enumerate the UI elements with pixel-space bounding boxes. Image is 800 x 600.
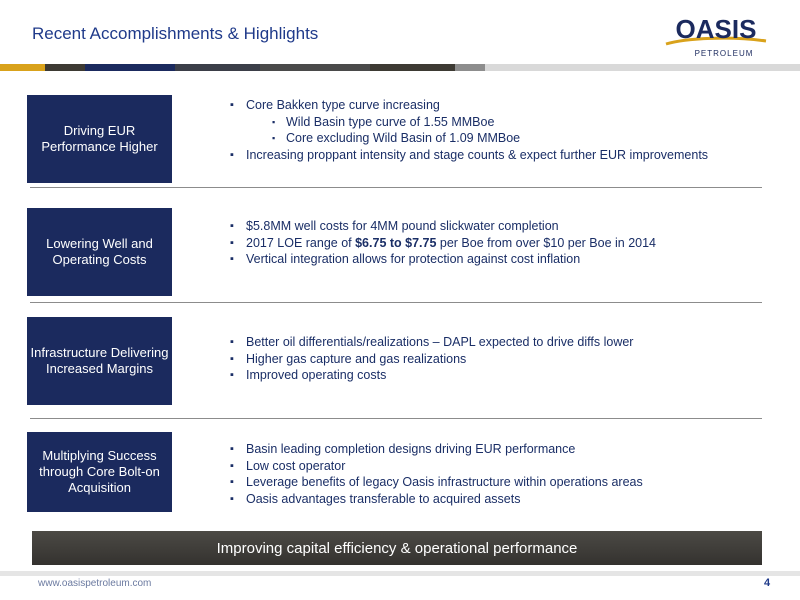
section-label-costs: Lowering Well and Operating Costs [27,208,172,296]
section-label-infrastructure: Infrastructure Delivering Increased Marg… [27,317,172,405]
bullet: Core Bakken type curve increasing [230,97,708,114]
bullet: Improved operating costs [230,367,633,384]
bullet: Low cost operator [230,458,643,475]
bullet: Leverage benefits of legacy Oasis infras… [230,474,643,491]
page-number: 4 [764,577,771,589]
section-divider [30,187,762,188]
footer-url: www.oasispetroleum.com [38,578,152,589]
bullet: Vertical integration allows for protecti… [230,251,656,268]
section-bullets-costs: $5.8MM well costs for 4MM pound slickwat… [230,218,656,268]
logo-subtext: PETROLEUM [695,49,754,58]
sub-bullet: Wild Basin type curve of 1.55 MMBoe [230,114,708,131]
section-bullets-infrastructure: Better oil differentials/realizations – … [230,334,633,384]
bullet: Oasis advantages transferable to acquire… [230,491,643,508]
oasis-petroleum-logo: OASIS PETROLEUM [665,14,767,58]
section-divider [30,418,762,419]
bullet: Basin leading completion designs driving… [230,441,643,458]
bullet: Better oil differentials/realizations – … [230,334,633,351]
footer-divider [0,571,800,576]
section-bullets-eur: Core Bakken type curve increasing Wild B… [230,97,708,163]
bullet: Higher gas capture and gas realizations [230,351,633,368]
section-label-eur: Driving EUR Performance Higher [27,95,172,183]
section-divider [30,302,762,303]
section-bullets-acquisition: Basin leading completion designs driving… [230,441,643,507]
logo-text: OASIS [676,14,757,44]
bullet: Increasing proppant intensity and stage … [230,147,708,164]
bullet-loe: 2017 LOE range of $6.75 to $7.75 per Boe… [230,235,656,252]
section-label-acquisition: Multiplying Success through Core Bolt-on… [27,432,172,512]
loe-range: $6.75 to $7.75 [355,235,437,250]
page-title: Recent Accomplishments & Highlights [32,24,319,43]
sub-bullet: Core excluding Wild Basin of 1.09 MMBoe [230,130,708,147]
bullet: $5.8MM well costs for 4MM pound slickwat… [230,218,656,235]
summary-banner: Improving capital efficiency & operation… [32,531,762,565]
top-color-bar [0,64,800,71]
